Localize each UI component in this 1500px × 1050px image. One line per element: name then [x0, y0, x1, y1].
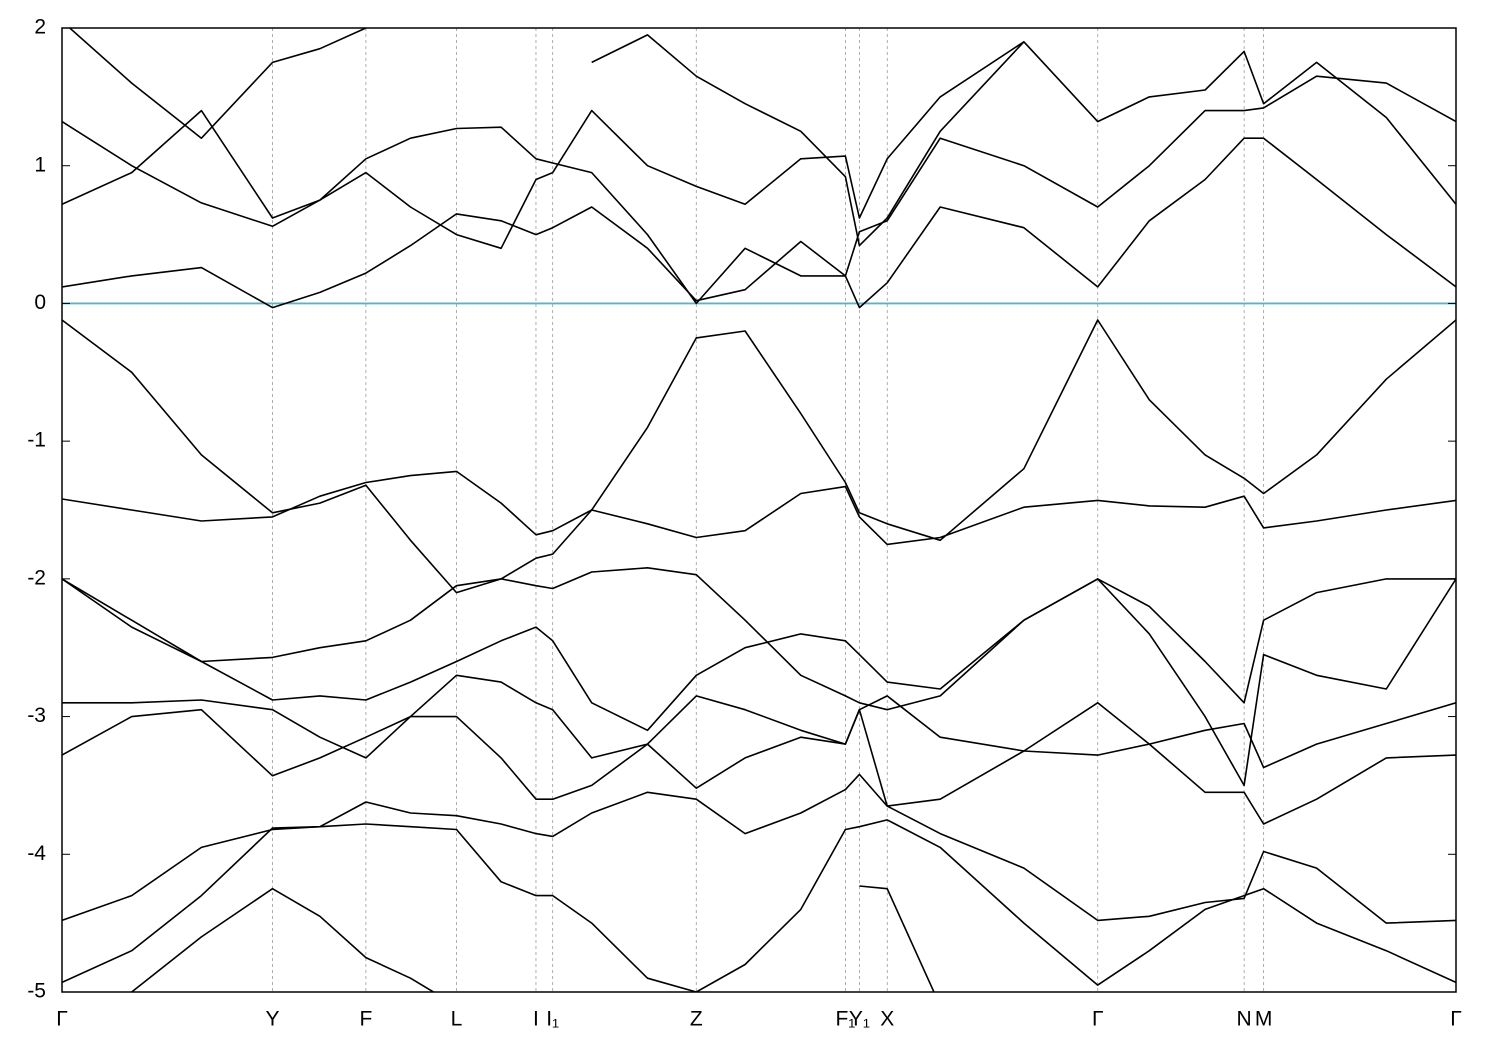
band — [62, 567, 1456, 787]
band — [62, 674, 1456, 769]
x-tick-label: Γ — [1450, 1008, 1462, 1031]
y-tick-label: 0 — [34, 291, 46, 314]
x-tick-label: X — [880, 1008, 894, 1031]
band — [62, 319, 1456, 594]
x-tick-label: Z — [690, 1008, 703, 1031]
band — [62, 702, 1456, 825]
x-tick-label: I₁ — [546, 1008, 559, 1031]
y-tick-label: -4 — [27, 842, 46, 865]
band — [130, 887, 436, 992]
band — [62, 41, 1456, 250]
band — [62, 819, 1456, 992]
x-tick-label: F — [359, 1008, 372, 1031]
y-tick-label: -3 — [27, 704, 46, 727]
x-tick-label: Γ — [56, 1008, 68, 1031]
band — [68, 28, 367, 139]
band — [62, 578, 1456, 732]
x-tick-label: Y₁ — [849, 1008, 870, 1031]
x-tick-label: Γ — [1092, 1008, 1104, 1031]
band — [62, 773, 1456, 924]
band — [62, 470, 1456, 546]
y-tick-label: -1 — [27, 429, 46, 452]
x-tick-label: N — [1237, 1008, 1252, 1031]
y-tick-label: -5 — [27, 980, 46, 1003]
x-tick-label: F₁ — [835, 1008, 855, 1031]
x-tick-label: Y — [265, 1008, 279, 1031]
band — [62, 137, 1456, 309]
x-tick-label: M — [1255, 1008, 1273, 1031]
band — [859, 885, 935, 992]
frame — [61, 27, 1457, 993]
band — [591, 34, 1025, 247]
plot-area — [62, 28, 1456, 992]
band — [62, 75, 1456, 305]
x-tick-label: L — [451, 1008, 463, 1031]
y-tick-label: -2 — [27, 566, 46, 589]
y-tick-label: 1 — [34, 153, 46, 176]
y-tick-label: 2 — [34, 16, 46, 39]
x-tick-label: I — [533, 1008, 539, 1031]
